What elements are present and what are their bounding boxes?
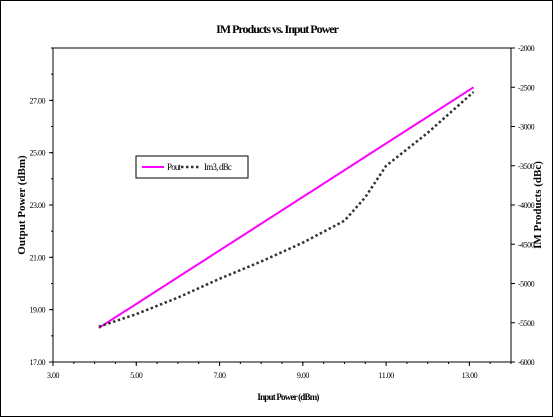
- x-tick-label: 9.00: [297, 371, 310, 380]
- legend: Pout Im3, dBc: [135, 155, 249, 179]
- y2-tick-label: -2500: [518, 83, 535, 92]
- x-tick-label: 13.00: [462, 371, 478, 380]
- x-axis: 3.00 5.00 7.00 9.00 11.00 13.00: [47, 362, 512, 380]
- y-tick-label: 25.00: [30, 149, 46, 158]
- x-tick-label: 7.00: [214, 371, 227, 380]
- y-tick-label: 23.00: [30, 201, 46, 210]
- y2-tick-label: -5500: [518, 319, 535, 328]
- series-group: [98, 86, 475, 329]
- y-tick-label: 17.00: [30, 358, 46, 367]
- y2-tick-label: -4000: [518, 201, 535, 210]
- y2-tick-label: -4500: [518, 240, 535, 249]
- series-line-im3: [98, 91, 475, 328]
- y2-tick-label: -3500: [518, 162, 535, 171]
- x-axis-label: Input Power (dBm): [257, 392, 319, 402]
- y-axis-label: Output Power (dBm): [16, 155, 28, 255]
- y2-tick-label: -2000: [518, 44, 535, 53]
- y-tick-label: 19.00: [30, 306, 46, 315]
- x-tick-label: 11.00: [378, 371, 394, 380]
- series-line-pout: [98, 86, 475, 329]
- y-tick-label: 21.00: [30, 253, 46, 262]
- y2-tick-label: -6000: [518, 358, 535, 367]
- y2-tick-label: -3000: [518, 123, 535, 132]
- plot-area: [52, 47, 512, 363]
- y-axis-left: 17.00 19.00 21.00 23.00 25.00 27.00: [30, 47, 53, 367]
- y2-tick-label: -5000: [518, 280, 535, 289]
- x-tick-label: 5.00: [130, 371, 143, 380]
- legend-label-pout: Pout: [167, 162, 182, 172]
- y2-axis-label: IM Products (dBc): [532, 161, 544, 249]
- legend-label-im3: Im3, dBc: [204, 162, 232, 172]
- y-axis-right: -6000 -5500 -5000 -4500 -4000 -3500 -3000 -2500…: [511, 44, 535, 367]
- y-tick-label: 27.00: [30, 96, 46, 105]
- chart-title: IM Products vs. Input Power: [216, 22, 339, 36]
- x-tick-label: 3.00: [47, 371, 60, 380]
